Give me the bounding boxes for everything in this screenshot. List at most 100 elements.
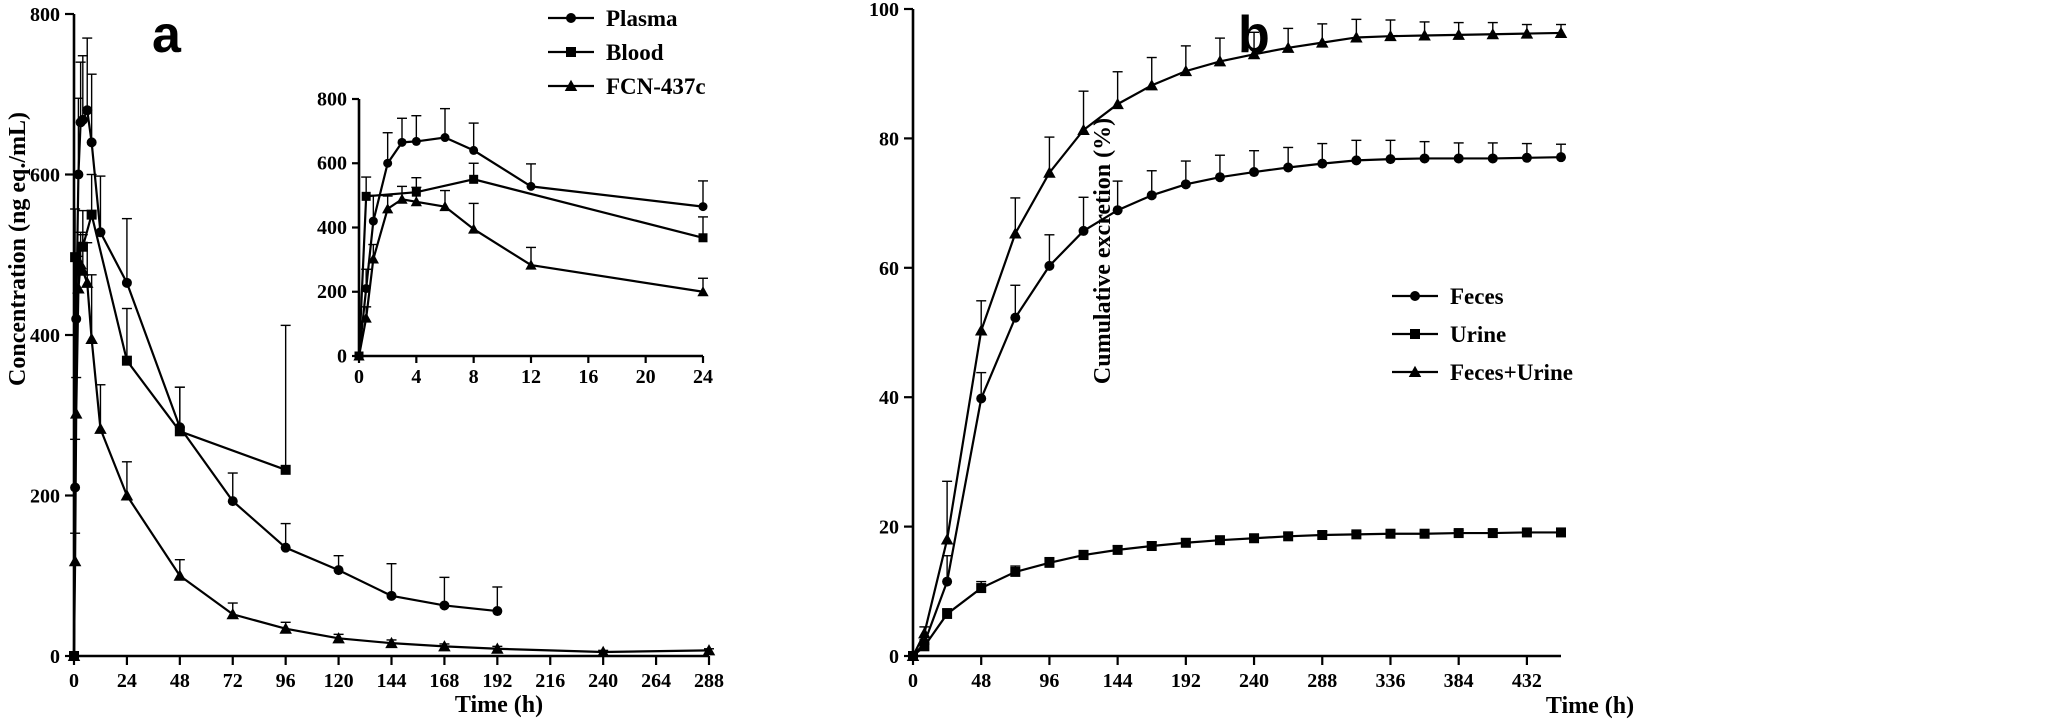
chart-a-inset-ytick-label: 800 bbox=[317, 88, 347, 110]
chart-a-xtick-label: 120 bbox=[324, 670, 354, 692]
chart-a-inset: 0 4 8 12 16 20 24 0 200 400 600 800 bbox=[317, 88, 713, 388]
chart-a-xtick-label: 288 bbox=[694, 670, 724, 692]
chart-b-point bbox=[1010, 566, 1021, 577]
chart-a-point bbox=[173, 569, 187, 581]
chart-b-point bbox=[1247, 48, 1261, 60]
chart-a-point bbox=[95, 227, 106, 238]
chart-b-xtick-label: 240 bbox=[1239, 670, 1269, 692]
chart-a-inset-point bbox=[410, 196, 422, 207]
chart-b-xlabel: Time (h) bbox=[1546, 693, 1634, 719]
chart-a-legend-label: Blood bbox=[606, 40, 664, 65]
chart-b-ytick-label: 60 bbox=[879, 258, 899, 280]
chart-b-legend-label: Urine bbox=[1450, 322, 1506, 347]
chart-b-point bbox=[940, 533, 954, 545]
chart-b-xtick-label: 0 bbox=[908, 670, 918, 692]
chart-a-point bbox=[70, 252, 81, 263]
chart-b-point bbox=[1145, 79, 1158, 91]
chart-b-xtick-label: 192 bbox=[1171, 670, 1201, 692]
chart-a-point bbox=[386, 590, 397, 601]
chart-b-line-feces bbox=[912, 156, 1562, 657]
chart-b-point bbox=[1044, 557, 1055, 568]
chart-a-point bbox=[73, 169, 84, 180]
chart-a-inset-xtick-label: 12 bbox=[521, 366, 541, 388]
chart-b-point bbox=[1350, 31, 1363, 43]
chart-a-inset-xtick-label: 20 bbox=[636, 366, 656, 388]
chart-a-point bbox=[280, 464, 291, 475]
chart-b-point bbox=[1556, 152, 1566, 163]
chart-a-inset-point bbox=[525, 259, 537, 270]
chart-a-inset-point bbox=[397, 137, 407, 147]
chart-b-point bbox=[1452, 28, 1465, 40]
chart-b-point bbox=[1180, 537, 1191, 548]
chart-a-xtick-label: 216 bbox=[535, 670, 565, 692]
chart-a-xtick-label: 72 bbox=[223, 670, 243, 692]
chart-b-xtick-label: 48 bbox=[971, 670, 991, 692]
chart-a-point bbox=[69, 407, 83, 419]
chart-a-point bbox=[72, 282, 85, 294]
chart-b-point bbox=[1180, 179, 1191, 190]
chart-b-point bbox=[1351, 155, 1362, 166]
chart-a-inset-point bbox=[697, 286, 709, 297]
chart-a-legend-marker bbox=[566, 47, 576, 57]
chart-a-ytick-label: 600 bbox=[30, 165, 60, 187]
chart-b-point bbox=[1453, 528, 1464, 539]
chart-a-inset-line-plasma bbox=[357, 136, 704, 357]
chart-a-point bbox=[226, 608, 239, 620]
chart-a-inset-xtick-label: 4 bbox=[411, 366, 421, 388]
chart-a-inset-point bbox=[526, 181, 536, 191]
chart-a-inset-point bbox=[367, 253, 379, 264]
chart-b-legend-label: Feces+Urine bbox=[1450, 360, 1573, 385]
chart-a-xtick-label: 24 bbox=[117, 670, 137, 692]
chart-b-point bbox=[1554, 26, 1568, 38]
chart-b-point bbox=[1249, 533, 1260, 544]
chart-b-legend-marker bbox=[1410, 291, 1420, 301]
chart-b-xtick-label: 96 bbox=[1039, 670, 1059, 692]
chart-a-legend-marker bbox=[564, 79, 578, 91]
chart-b-point bbox=[1283, 162, 1294, 173]
chart-b-point bbox=[1112, 544, 1123, 555]
chart-a-point bbox=[385, 636, 398, 649]
chart-a-legend: Plasma Blood FCN-437c bbox=[548, 6, 706, 99]
chart-a: a Concentration (ng eq./mL) Time (h) 0 24… bbox=[5, 4, 724, 718]
chart-a-point bbox=[279, 622, 292, 634]
chart-a-xlabel: Time (h) bbox=[455, 692, 543, 718]
chart-a-inset-xtick-label: 16 bbox=[578, 366, 598, 388]
chart-b-point bbox=[1317, 158, 1328, 169]
chart-b-point bbox=[1487, 528, 1498, 539]
chart-a-inset-xtick-label: 24 bbox=[693, 366, 713, 388]
chart-a-inset-point bbox=[368, 216, 378, 226]
chart-a-legend-label: FCN-437c bbox=[606, 74, 706, 99]
chart-b-point bbox=[976, 583, 987, 594]
chart-a-inset-point bbox=[468, 223, 480, 234]
chart-b-xtick-label: 336 bbox=[1375, 670, 1405, 692]
chart-a-point bbox=[77, 114, 88, 125]
chart-a-point bbox=[280, 542, 291, 553]
chart-a-inset-line-fcn-437c bbox=[357, 198, 704, 357]
chart-b-legend: Feces Urine Feces+Urine bbox=[1392, 284, 1573, 385]
chart-b-point bbox=[1077, 123, 1090, 135]
chart-b-legend-marker bbox=[1410, 329, 1420, 339]
chart-a-point bbox=[67, 649, 81, 661]
chart-b-point bbox=[974, 324, 988, 336]
chart-a-inset-point bbox=[411, 136, 421, 146]
chart-b-point bbox=[1213, 55, 1227, 67]
chart-b-point bbox=[1486, 27, 1500, 40]
chart-b-point bbox=[1146, 541, 1157, 552]
chart-b-point bbox=[942, 576, 953, 587]
chart-a-inset-point bbox=[396, 193, 408, 204]
chart-b-point bbox=[1249, 167, 1260, 178]
chart-b-point bbox=[1487, 153, 1498, 164]
chart-b-point bbox=[1078, 225, 1089, 236]
chart-b-ylabel: Cumulative excretion (%) bbox=[1090, 118, 1116, 384]
chart-b-point bbox=[1418, 29, 1431, 41]
chart-b-point bbox=[1146, 190, 1157, 201]
chart-a-inset-point bbox=[440, 133, 450, 143]
chart-a-point bbox=[227, 496, 238, 507]
chart-a-inset-point bbox=[469, 174, 479, 184]
chart-b-point bbox=[942, 608, 953, 619]
chart-a-inset-point bbox=[382, 203, 394, 214]
chart-b-point bbox=[1112, 205, 1123, 216]
chart-b-legend-marker bbox=[1408, 365, 1422, 377]
chart-a-inset-point bbox=[383, 158, 393, 168]
chart-a-point bbox=[438, 640, 451, 652]
